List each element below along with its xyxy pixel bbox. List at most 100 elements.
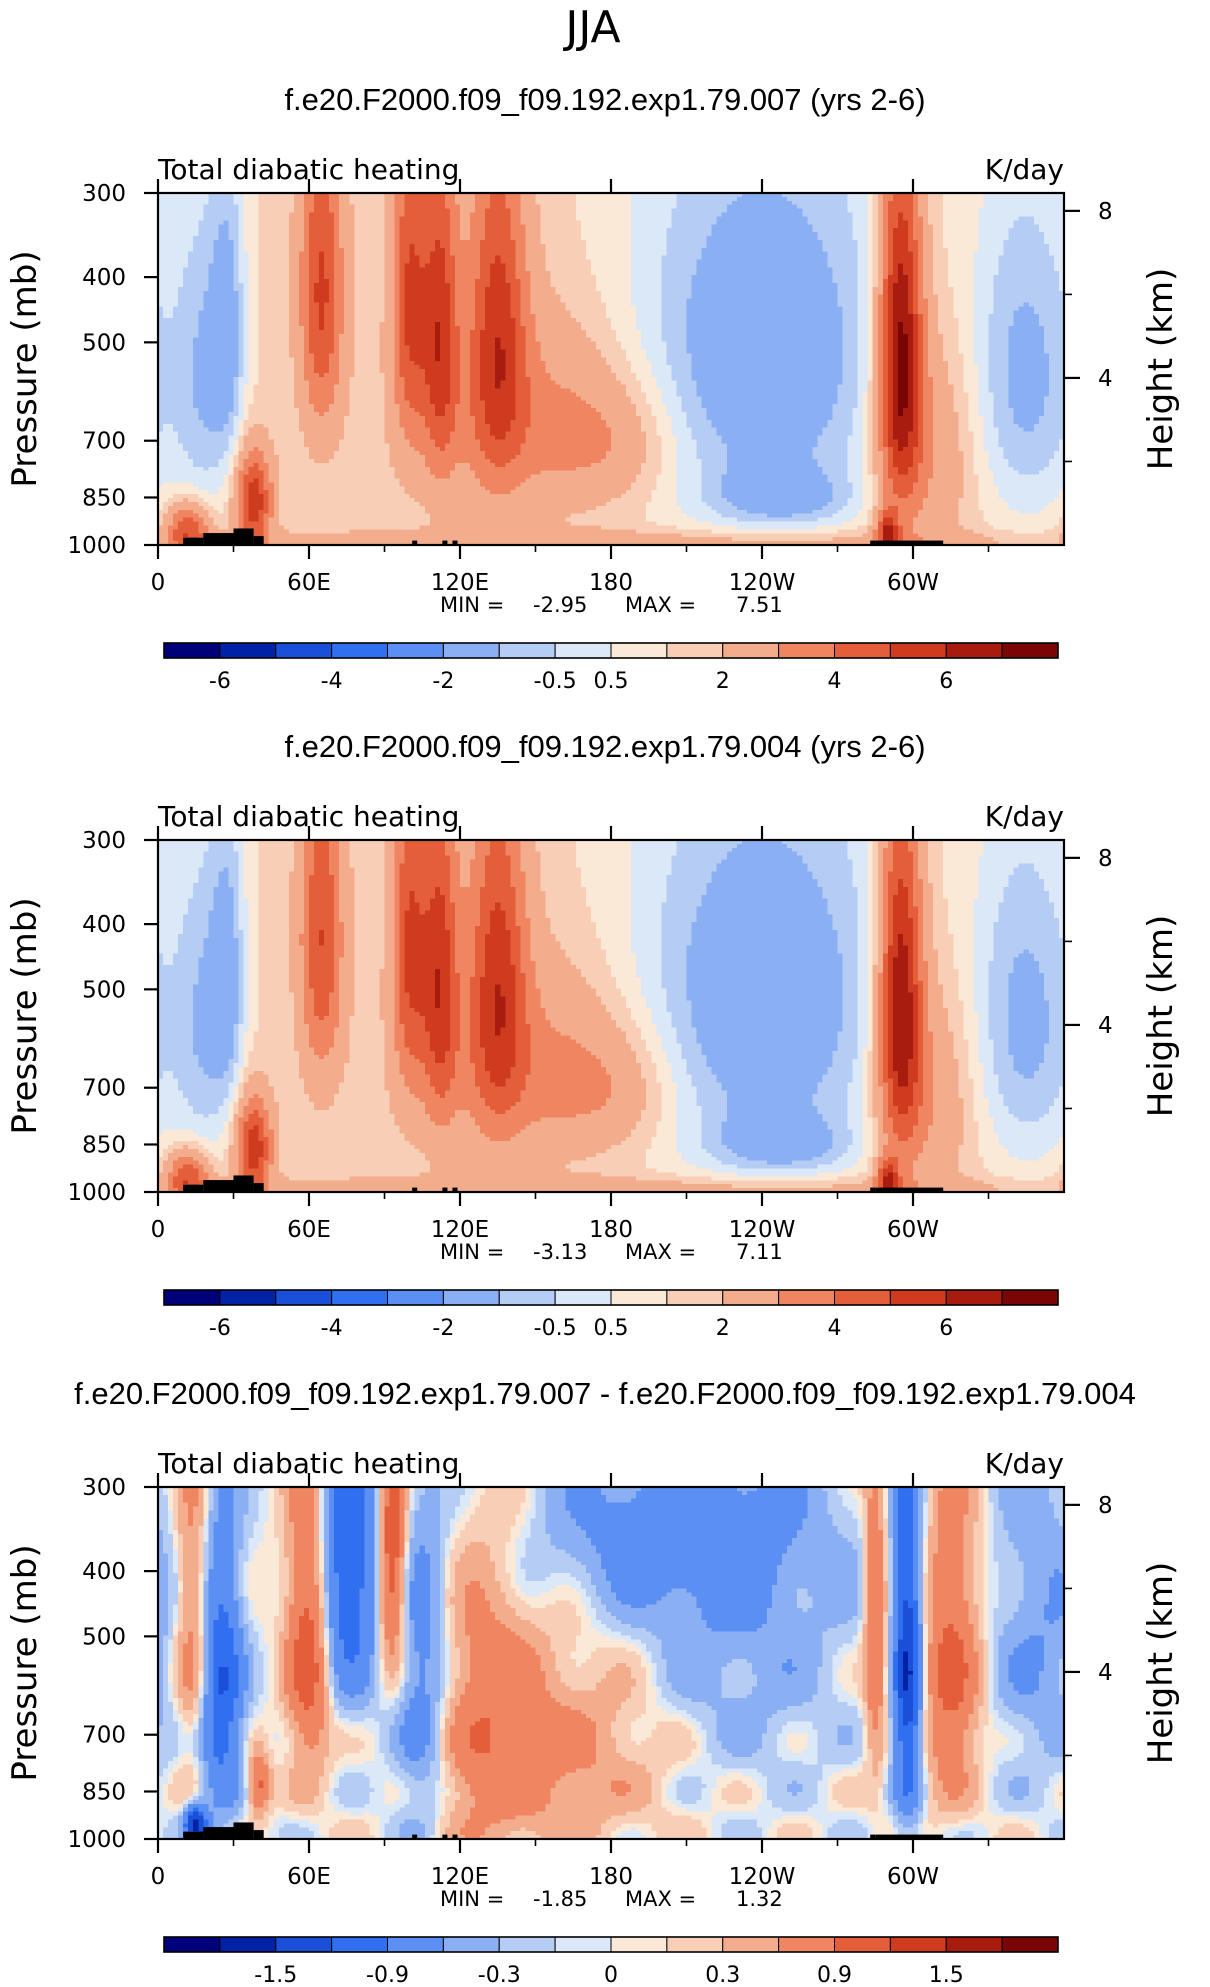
heat-cell (762, 205, 768, 210)
heat-cell (405, 197, 411, 202)
heat-cell (953, 197, 959, 202)
heat-cell (445, 201, 451, 206)
heat-cell (943, 197, 949, 202)
heat-cell (500, 197, 506, 202)
heat-cell (687, 205, 693, 210)
heat-cell (797, 205, 803, 210)
heat-cell (878, 197, 884, 202)
heat-cell (948, 197, 954, 202)
heat-cell (1029, 197, 1035, 202)
heat-cell (546, 201, 552, 206)
heat-cell (1039, 201, 1045, 206)
heat-cell (661, 197, 667, 202)
heat-cell (943, 201, 949, 206)
heat-cell (213, 209, 219, 214)
heat-cell (208, 197, 214, 202)
heat-cell (420, 209, 426, 214)
heat-cell (747, 197, 753, 202)
heat-cell (515, 205, 521, 210)
heat-cell (802, 197, 808, 202)
heat-cell (400, 205, 406, 210)
heat-cell (712, 205, 718, 210)
heat-cell (737, 205, 743, 210)
heat-cell (395, 205, 401, 210)
heat-cell (1014, 197, 1020, 202)
heat-cell (475, 205, 481, 210)
heat-cell (551, 197, 557, 202)
heat-cell (460, 201, 466, 206)
heat-cell (792, 201, 798, 206)
heat-cell (983, 197, 989, 202)
heat-cell (1034, 197, 1040, 202)
heat-cell (958, 205, 964, 210)
heat-cell (601, 197, 607, 202)
heat-cell (1039, 197, 1045, 202)
heat-cell (928, 201, 934, 206)
heat-cell (183, 205, 189, 210)
heat-cell (480, 197, 486, 202)
heat-cell (792, 197, 798, 202)
heat-cell (853, 205, 859, 210)
heat-cell (485, 201, 491, 206)
heat-cell (772, 205, 778, 210)
heat-cell (259, 209, 265, 214)
heat-cell (692, 197, 698, 202)
heat-cell (631, 205, 637, 210)
heat-cell (938, 201, 944, 206)
heat-cell (244, 205, 250, 210)
heat-cell (314, 197, 320, 202)
heat-cell (561, 197, 567, 202)
heat-cell (978, 205, 984, 210)
heat-cell (551, 209, 557, 214)
heat-cell (953, 201, 959, 206)
heat-cell (198, 205, 204, 210)
heat-cell (863, 205, 869, 210)
heat-cell (309, 205, 315, 210)
heat-cell (475, 197, 481, 202)
heat-cell (722, 201, 728, 206)
heat-cell (596, 197, 602, 202)
heat-cell (601, 209, 607, 214)
heat-cell (928, 205, 934, 210)
heat-cell (843, 201, 849, 206)
heat-cell (581, 205, 587, 210)
heat-cell (374, 209, 380, 214)
heat-cell (601, 201, 607, 206)
heat-cell (1034, 201, 1040, 206)
heat-cell (334, 201, 340, 206)
heat-cell (203, 209, 209, 214)
heat-cell (274, 205, 280, 210)
heat-cell (812, 197, 818, 202)
heat-cell (223, 205, 229, 210)
heat-cell (822, 201, 828, 206)
heat-cell (787, 205, 793, 210)
heat-cell (832, 205, 838, 210)
heat-cell (606, 201, 612, 206)
heat-cell (460, 205, 466, 210)
heat-cell (722, 197, 728, 202)
heat-cell (546, 197, 552, 202)
heat-cell (188, 201, 194, 206)
heat-cell (631, 201, 637, 206)
heat-cell (666, 197, 672, 202)
heat-cell (732, 205, 738, 210)
heat-cell (354, 209, 360, 214)
heat-cell (681, 201, 687, 206)
heat-cell (203, 205, 209, 210)
heat-cell (863, 201, 869, 206)
heat-cell (178, 205, 184, 210)
heat-cell (455, 209, 461, 214)
heat-cell (415, 197, 421, 202)
heat-cell (354, 205, 360, 210)
heat-cell (621, 197, 627, 202)
heatmap-field (158, 193, 1065, 546)
heat-cell (978, 197, 984, 202)
heat-cell (234, 209, 240, 214)
heat-cell (586, 209, 592, 214)
heat-cell (530, 209, 536, 214)
heat-cell (717, 197, 723, 202)
heat-cell (284, 201, 290, 206)
heat-cell (379, 201, 385, 206)
heat-cell (470, 201, 476, 206)
heat-cell (344, 205, 350, 210)
